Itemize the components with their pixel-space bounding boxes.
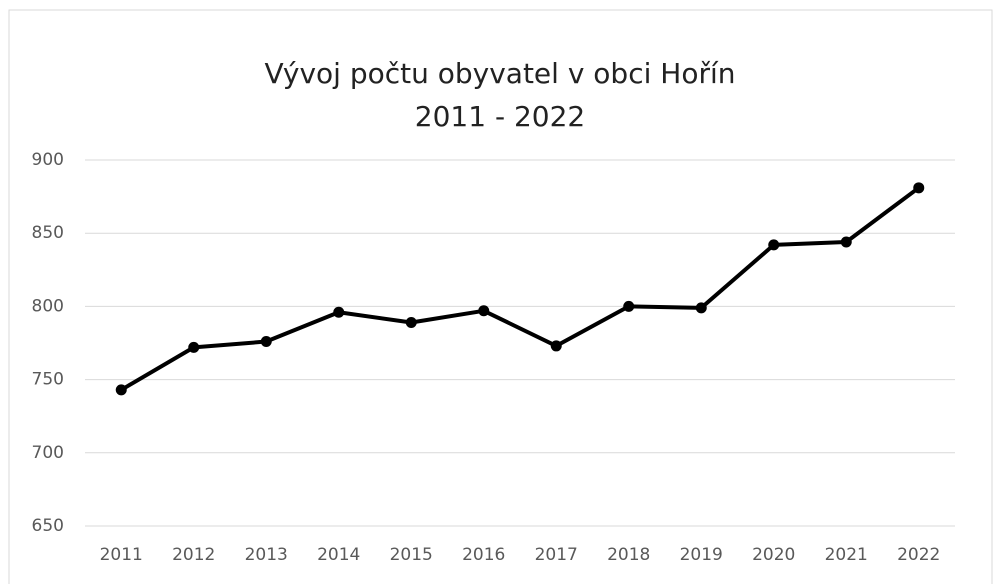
x-tick-label: 2019 — [680, 545, 723, 565]
chart-title: 2011 - 2022 — [415, 100, 585, 133]
chart-frame — [8, 9, 993, 584]
data-point — [695, 302, 707, 314]
data-point — [550, 340, 562, 352]
data-point — [768, 239, 780, 251]
x-tick-label: 2011 — [100, 545, 143, 565]
x-tick-label: 2021 — [825, 545, 868, 565]
y-tick-label: 900 — [32, 150, 64, 170]
x-tick-label: 2014 — [317, 545, 360, 565]
x-tick-label: 2015 — [390, 545, 433, 565]
x-tick-label: 2022 — [897, 545, 940, 565]
y-tick-label: 750 — [32, 370, 64, 390]
data-point — [188, 341, 200, 353]
x-tick-label: 2012 — [172, 545, 215, 565]
data-point — [115, 384, 127, 396]
y-tick-label: 850 — [32, 223, 64, 243]
data-point — [623, 300, 635, 312]
x-tick-label: 2013 — [245, 545, 288, 565]
x-tick-label: 2017 — [535, 545, 578, 565]
y-tick-label: 700 — [32, 443, 64, 463]
x-tick-label: 2018 — [607, 545, 650, 565]
data-point — [840, 236, 852, 248]
x-tick-label: 2020 — [752, 545, 795, 565]
y-tick-label: 650 — [32, 516, 64, 536]
data-point — [260, 336, 272, 348]
data-line — [120, 186, 920, 392]
data-point — [913, 182, 925, 194]
y-tick-label: 800 — [32, 296, 64, 316]
chart-title: Vývoj počtu obyvatel v obci Hořín — [264, 57, 735, 90]
data-point — [478, 305, 490, 317]
x-tick-label: 2016 — [462, 545, 505, 565]
data-point — [405, 317, 417, 329]
data-point — [333, 306, 345, 318]
